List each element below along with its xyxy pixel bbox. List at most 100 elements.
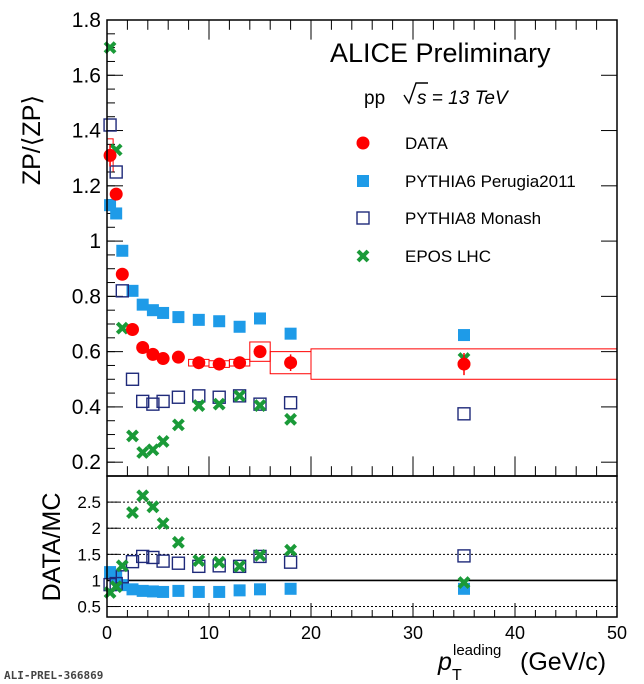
- x-tick-label: 20: [301, 623, 321, 643]
- ratio-point-epos-lhc-stroke-b: [457, 576, 471, 589]
- top-point-epos-lhc: [115, 321, 129, 335]
- top-y-tick-label: 0.4: [72, 396, 102, 419]
- ratio-point-epos-lhc-stroke-b: [156, 517, 170, 530]
- x-axis-label-subscript: T: [452, 667, 462, 684]
- bottom-y-tick-label: 0.5: [77, 598, 101, 617]
- top-point-epos-lhc: [233, 389, 247, 403]
- top-point-data: [115, 267, 129, 281]
- bottom-y-tick-label: 1.5: [77, 545, 101, 564]
- top-point-epos-lhc-stroke-b: [171, 418, 185, 432]
- legend-marker-pythia8-monash: [356, 211, 370, 225]
- top-point-pythia6-perugia2011: [126, 284, 139, 297]
- top-point-pythia8-monash: [103, 118, 117, 132]
- top-point-epos-lhc: [284, 412, 298, 426]
- top-point-data: [146, 347, 160, 361]
- ratio-point-epos-lhc-stroke-b: [126, 506, 139, 519]
- top-point-pythia6-perugia2011: [233, 320, 246, 333]
- ratio-point-pythia6-perugia2011: [126, 583, 139, 596]
- ratio-point-epos-lhc-stroke-b: [109, 580, 123, 594]
- top-point-data: [156, 352, 170, 366]
- top-point-pythia8-monash: [125, 372, 140, 386]
- top-point-data: [171, 350, 185, 364]
- x-axis-label-units: (GeV/c): [520, 648, 606, 676]
- ratio-point-epos-lhc-stroke-b: [284, 543, 298, 557]
- top-point-data: [109, 187, 123, 201]
- ratio-point-epos-lhc-stroke-b: [136, 489, 150, 503]
- ratio-point-epos-lhc: [115, 559, 129, 573]
- top-point-pythia6-perugia2011: [116, 244, 129, 257]
- top-point-data: [233, 356, 247, 370]
- legend-marker-data: [356, 136, 370, 150]
- legend: DATA PYTHIA6 Perugia2011 PYTHIA8 Monash EPO…: [356, 134, 576, 266]
- top-y-tick-label: 1.8: [72, 9, 101, 32]
- top-point-epos-lhc-stroke-b: [136, 446, 150, 459]
- top-point-data: [136, 340, 150, 354]
- top-point-pythia6-perugia2011: [254, 312, 266, 325]
- top-point-epos-lhc-stroke-b: [212, 397, 226, 411]
- top-point-epos-lhc-stroke-b: [146, 443, 160, 457]
- ratio-point-epos-lhc-stroke-b: [115, 559, 129, 573]
- top-point-pythia6-perugia2011: [110, 207, 123, 220]
- ratio-point-pythia8-monash: [171, 556, 186, 570]
- legend-label-epos-lhc: EPOS LHC: [405, 247, 491, 266]
- top-point-pythia6-perugia2011: [192, 313, 205, 326]
- top-point-pythia8-monash: [146, 397, 160, 411]
- ratio-point-pythia6-perugia2011: [136, 584, 149, 597]
- top-y-tick-label: 0.6: [72, 341, 101, 364]
- top-y-tick-label: 1.6: [72, 64, 101, 87]
- top-point-data: [253, 345, 267, 359]
- top-point-pythia8-monash: [135, 394, 150, 409]
- top-point-data: [192, 356, 206, 370]
- top-point-pythia8-monash: [232, 389, 247, 403]
- top-point-data: [284, 356, 298, 370]
- ratio-point-epos-lhc-stroke-b: [171, 535, 185, 549]
- x-axis-ticks: 0 10 20 30 40 50: [102, 20, 627, 643]
- x-tick-label: 50: [607, 623, 627, 643]
- top-axis-ticks: 0.2 0.4 0.6 0.8 1 1.2 1.4 1.6 1.8: [72, 9, 617, 474]
- x-tick-label: 0: [102, 623, 112, 643]
- ratio-point-epos-lhc: [192, 554, 206, 568]
- ratio-point-pythia6-perugia2011: [233, 584, 246, 597]
- top-point-pythia8-monash: [171, 390, 186, 404]
- legend-label-pythia6-perugia2011: PYTHIA6 Perugia2011: [405, 172, 576, 191]
- ratio-point-epos-lhc: [126, 506, 139, 519]
- legend-marker-epos-lhc: [356, 249, 370, 263]
- top-point-data: [457, 357, 471, 371]
- top-panel-frame: [106, 19, 618, 477]
- top-point-pythia8-monash: [283, 396, 298, 410]
- top-point-epos-lhc: [146, 443, 160, 457]
- sqrt-icon: [403, 82, 428, 105]
- top-point-epos-lhc: [171, 418, 185, 432]
- top-point-pythia8-monash: [253, 397, 267, 411]
- data-marks-layer: [103, 41, 471, 599]
- ratio-point-epos-lhc: [212, 555, 226, 569]
- top-point-epos-lhc-stroke-b: [284, 412, 298, 426]
- top-point-epos-lhc-stroke-b: [156, 435, 170, 448]
- bottom-y-tick-label: 1: [92, 571, 101, 590]
- bottom-panel-frame: [106, 475, 618, 618]
- legend-label-pythia8-monash: PYTHIA8 Monash: [405, 209, 541, 228]
- top-point-pythia6-perugia2011: [146, 304, 159, 317]
- ratio-point-epos-lhc-stroke-b: [192, 554, 206, 568]
- watermark: ALI-PREL-366869: [4, 669, 103, 682]
- ratio-point-pythia8-monash: [146, 550, 160, 565]
- top-point-epos-lhc: [126, 429, 139, 443]
- bottom-y-tick-label: 2.5: [77, 493, 101, 512]
- subtitle-prefix: pp: [364, 88, 385, 109]
- ratio-point-epos-lhc: [457, 576, 471, 589]
- top-point-epos-lhc: [253, 399, 267, 412]
- subtitle-energy: s = 13 TeV: [417, 88, 510, 109]
- ratio-point-pythia8-monash: [156, 554, 170, 568]
- top-point-pythia8-monash: [457, 407, 471, 421]
- top-point-data: [103, 148, 117, 162]
- legend-marker-epos-lhc-stroke-b: [356, 249, 370, 263]
- top-point-pythia8-monash: [115, 284, 130, 298]
- ratio-point-pythia6-perugia2011: [213, 585, 226, 598]
- legend-label-data: DATA: [405, 134, 448, 153]
- top-point-epos-lhc-stroke-b: [115, 321, 129, 335]
- top-point-pythia8-monash: [109, 165, 123, 179]
- top-y-tick-label: 0.2: [72, 451, 101, 474]
- x-tick-label: 10: [199, 623, 219, 643]
- top-point-data: [212, 357, 226, 371]
